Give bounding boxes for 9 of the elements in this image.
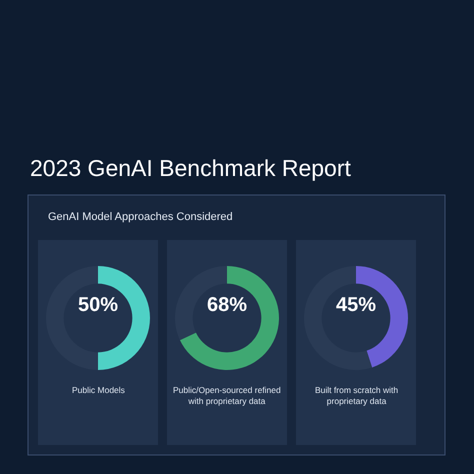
text: Built from scratch with proprietary data [315, 385, 398, 406]
chart-title: 2023 GenAI Benchmark Report [30, 155, 352, 181]
text: Public Models [72, 385, 125, 395]
donut-slice [180, 266, 279, 370]
chart-subtitle: GenAI Model Approaches Considered [48, 211, 233, 223]
text: Public/Open-sourced refined with proprietary data [173, 385, 281, 406]
data-label: 50% [78, 294, 118, 316]
data-label: 68% [207, 294, 248, 316]
data-label: 45% [336, 294, 376, 316]
